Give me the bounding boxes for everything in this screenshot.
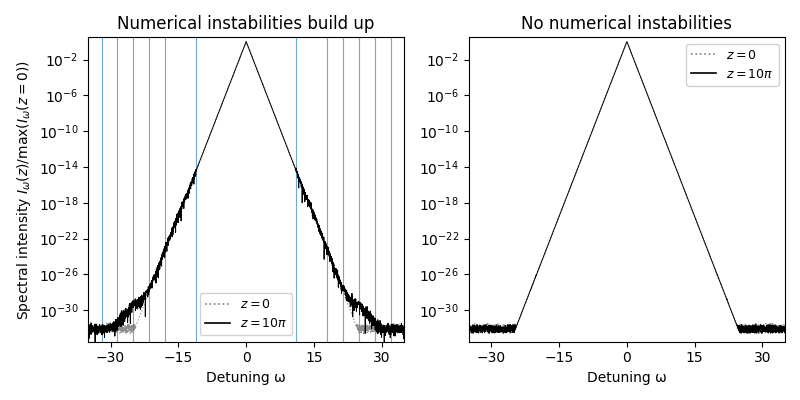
X-axis label: Detuning ω: Detuning ω xyxy=(587,371,666,385)
Title: No numerical instabilities: No numerical instabilities xyxy=(522,15,732,33)
Title: Numerical instabilities build up: Numerical instabilities build up xyxy=(118,15,375,33)
Y-axis label: Spectral intensity $I_{\omega}(z)/\max(I_{\omega}(z=0))$: Spectral intensity $I_{\omega}(z)/\max(I… xyxy=(15,60,33,320)
X-axis label: Detuning ω: Detuning ω xyxy=(206,371,286,385)
Legend: $z = 0$, $z = 10\pi$: $z = 0$, $z = 10\pi$ xyxy=(200,293,292,336)
Legend: $z = 0$, $z = 10\pi$: $z = 0$, $z = 10\pi$ xyxy=(686,44,778,86)
